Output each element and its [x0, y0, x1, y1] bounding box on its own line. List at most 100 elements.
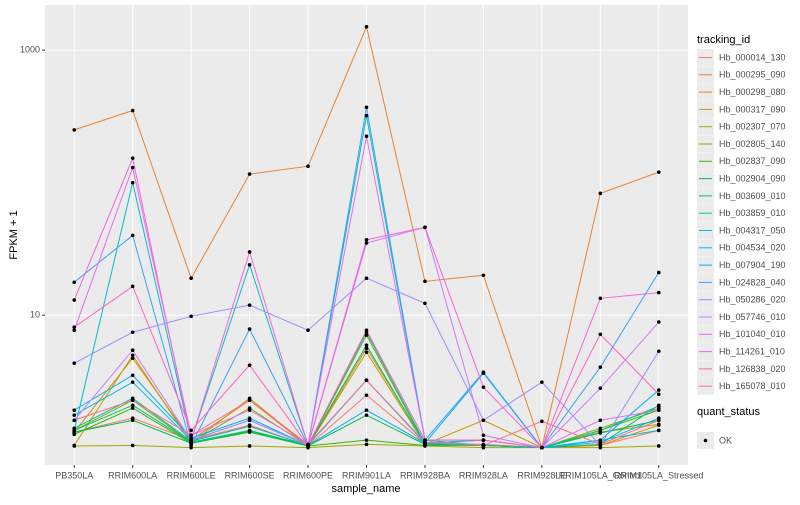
data-point — [364, 343, 369, 348]
data-point — [247, 428, 252, 433]
legend-point — [703, 438, 708, 443]
data-point — [247, 327, 252, 331]
data-point — [656, 404, 661, 408]
legend-label: Hb_000298_080 — [719, 87, 786, 97]
data-point — [72, 128, 77, 132]
data-point — [364, 378, 369, 382]
data-point — [481, 433, 486, 438]
data-point — [364, 238, 369, 242]
data-point — [130, 284, 135, 289]
data-point — [656, 418, 661, 423]
data-point — [598, 296, 603, 301]
legend-label: Hb_002307_070 — [719, 122, 786, 132]
x-tick-label: RRIM928BA — [400, 470, 450, 480]
data-point — [656, 444, 661, 448]
data-point — [247, 444, 252, 448]
data-point — [247, 398, 252, 403]
legend-label: Hb_002904_090 — [719, 173, 786, 183]
data-point — [364, 393, 369, 397]
data-point — [130, 108, 135, 113]
data-point — [247, 172, 252, 176]
legend-label: Hb_007904_190 — [719, 260, 786, 270]
data-point — [656, 320, 661, 324]
data-point — [189, 276, 193, 281]
legend-label: Hb_101040_010 — [719, 329, 786, 339]
data-point — [423, 301, 427, 306]
data-point — [364, 105, 369, 110]
data-point — [656, 392, 661, 397]
y-axis-label: FPKM + 1 — [8, 210, 20, 259]
data-point — [364, 413, 369, 417]
data-point — [247, 303, 252, 307]
data-point — [247, 262, 252, 267]
data-point — [306, 328, 310, 332]
data-point — [598, 431, 603, 435]
data-point — [598, 428, 603, 433]
legend-label: OK — [719, 435, 732, 445]
data-point — [481, 273, 486, 278]
data-point — [72, 280, 77, 285]
data-point — [130, 348, 135, 352]
legend-label: Hb_002805_140 — [719, 139, 786, 149]
data-point — [130, 373, 135, 378]
y-tick-label: 1000 — [20, 44, 40, 54]
data-point — [247, 363, 252, 368]
data-point — [130, 406, 135, 410]
x-axis-label: sample_name — [331, 483, 400, 495]
data-point — [72, 298, 77, 302]
data-point — [130, 418, 135, 423]
data-point — [130, 398, 135, 403]
x-tick-label: RRIM600LA — [108, 470, 157, 480]
data-point — [656, 408, 661, 412]
data-point — [540, 445, 544, 450]
y-tick-label: 10 — [30, 310, 40, 320]
data-point — [364, 333, 369, 337]
legend-label: Hb_002837_090 — [719, 156, 786, 166]
data-point — [364, 408, 369, 412]
data-point — [598, 438, 603, 442]
legend-label: Hb_114261_010 — [719, 346, 785, 356]
x-tick-label: RRIM105LA_Stressed — [614, 470, 704, 480]
data-point — [130, 353, 135, 358]
legend-title: quant_status — [697, 406, 760, 418]
data-point — [364, 328, 369, 332]
data-point — [481, 438, 486, 442]
data-point — [364, 276, 369, 281]
data-point — [189, 443, 193, 448]
x-tick-label: RRIM928LE — [517, 470, 566, 480]
legend-label: Hb_004317_050 — [719, 225, 786, 235]
data-point — [72, 361, 77, 365]
data-point — [247, 408, 252, 412]
data-point — [598, 332, 603, 337]
x-tick-label: RRIM901LA — [342, 470, 391, 480]
data-point — [189, 438, 193, 442]
x-tick-label: RRIM600LE — [167, 470, 216, 480]
data-point — [656, 270, 661, 275]
data-point — [130, 443, 135, 448]
data-point — [72, 413, 77, 417]
data-point — [130, 156, 135, 160]
data-point — [72, 328, 77, 332]
x-tick-label: RRIM600PE — [283, 470, 333, 480]
data-point — [656, 349, 661, 354]
data-point — [130, 356, 135, 361]
data-point — [364, 346, 369, 351]
legend-label: Hb_024828_040 — [719, 277, 786, 287]
x-tick-label: RRIM105LA_Control — [559, 470, 642, 480]
x-tick-label: RRIM600SE — [225, 470, 275, 480]
legend-label: Hb_126838_020 — [719, 364, 786, 374]
data-point — [598, 418, 603, 423]
data-point — [598, 386, 603, 391]
data-point — [306, 164, 310, 169]
data-point — [247, 250, 252, 254]
data-point — [130, 380, 135, 384]
data-point — [656, 170, 661, 174]
data-point — [130, 233, 135, 238]
data-point — [72, 444, 77, 448]
data-point — [130, 165, 135, 170]
data-point — [656, 388, 661, 392]
data-point — [364, 438, 369, 442]
data-point — [481, 443, 486, 448]
data-point — [72, 418, 77, 423]
